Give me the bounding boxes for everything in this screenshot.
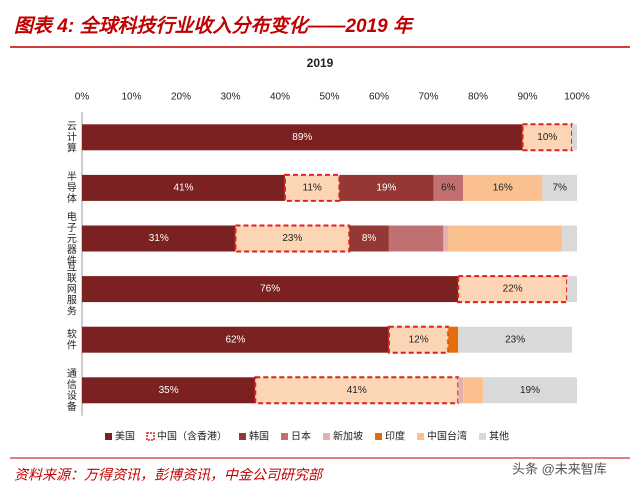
bar-segment: [562, 225, 577, 252]
legend-label: 中国台湾: [427, 430, 467, 443]
bar-segment: [521, 123, 574, 152]
legend-swatch: [417, 433, 424, 440]
y-tick-label: 互联网服务: [64, 261, 76, 316]
data-label: 8%: [362, 233, 377, 244]
data-label: 89%: [292, 132, 312, 143]
bar-segment: [349, 225, 389, 252]
legend-label: 印度: [385, 430, 405, 443]
bar-segment: [82, 174, 285, 201]
legend-label: 其他: [489, 430, 509, 443]
x-tick-label: 30%: [220, 92, 240, 103]
data-label: 16%: [493, 183, 513, 194]
bar-segment: [82, 124, 523, 151]
bar-segment: [82, 276, 459, 303]
data-label: 76%: [260, 284, 280, 295]
x-tick-label: 100%: [564, 92, 590, 103]
bar-segment: [448, 225, 563, 252]
bar-segment: [463, 174, 543, 201]
bar-segment: [448, 326, 459, 353]
bar-segment: [82, 377, 256, 404]
bar-segment: [567, 276, 577, 303]
bar-segment: [443, 225, 449, 252]
bar-segment: [339, 174, 434, 201]
legend-label: 美国: [115, 430, 135, 443]
bar-segment: [572, 124, 577, 151]
legend-label: 韩国: [249, 430, 269, 443]
x-tick-label: 50%: [319, 92, 339, 103]
y-tick-label: 电子元器件: [64, 210, 76, 266]
y-tick-label: 云计算: [64, 121, 76, 154]
data-label: 19%: [520, 385, 540, 396]
x-tick-label: 0%: [75, 92, 90, 103]
legend-swatch: [323, 433, 330, 440]
data-label: 31%: [149, 233, 169, 244]
legend-label: 新加坡: [333, 430, 363, 443]
bar-segment: [482, 377, 577, 404]
watermark: 头条 @未来智库: [512, 461, 607, 476]
x-tick-label: 10%: [121, 92, 141, 103]
data-label: 6%: [441, 183, 456, 194]
data-label: 23%: [505, 334, 525, 345]
data-label: 35%: [159, 385, 179, 396]
bar-segment: [542, 174, 577, 201]
data-label: 11%: [303, 183, 322, 194]
legend-swatch: [239, 433, 246, 440]
x-tick-label: 40%: [270, 92, 290, 103]
chart-title: 图表 4: 全球科技行业收入分布变化——2019 年: [14, 15, 415, 37]
data-label: 22%: [503, 284, 523, 295]
legend-swatch: [146, 432, 155, 441]
y-tick-label: 半导体: [64, 170, 76, 204]
bar-segment: [458, 326, 573, 353]
data-label: 62%: [225, 334, 245, 345]
chart-subtitle: 2019: [307, 56, 334, 70]
legend-swatch: [105, 433, 112, 440]
data-label: 41%: [173, 183, 193, 194]
data-label: 12%: [409, 334, 429, 345]
x-tick-label: 90%: [517, 92, 537, 103]
y-tick-label: 通信设备: [64, 368, 76, 412]
bar-segment: [463, 377, 483, 404]
bar-segment: [388, 225, 444, 252]
data-label: 19%: [376, 183, 396, 194]
bar-segment: [82, 225, 236, 252]
bar-segment: [234, 224, 351, 253]
x-tick-label: 80%: [468, 92, 488, 103]
bar-segment: [82, 326, 389, 353]
data-label: 7%: [552, 183, 567, 194]
bar-segment: [458, 377, 464, 404]
y-tick-label: 软件: [64, 328, 76, 351]
x-tick-label: 70%: [418, 92, 438, 103]
bar-segment: [433, 174, 464, 201]
data-label: 41%: [347, 385, 367, 396]
bar-segment: [254, 376, 460, 405]
source: 资料来源：万得资讯，彭博资讯，中金公司研究部: [14, 467, 324, 483]
data-label: 23%: [282, 233, 302, 244]
legend-label: 日本: [291, 430, 311, 443]
data-label: 10%: [537, 132, 557, 143]
legend-swatch: [479, 433, 486, 440]
legend-swatch: [281, 433, 288, 440]
legend-label: 中国（含香港）: [157, 430, 227, 443]
x-tick-label: 20%: [171, 92, 191, 103]
x-tick-label: 60%: [369, 92, 389, 103]
legend-swatch: [375, 433, 382, 440]
